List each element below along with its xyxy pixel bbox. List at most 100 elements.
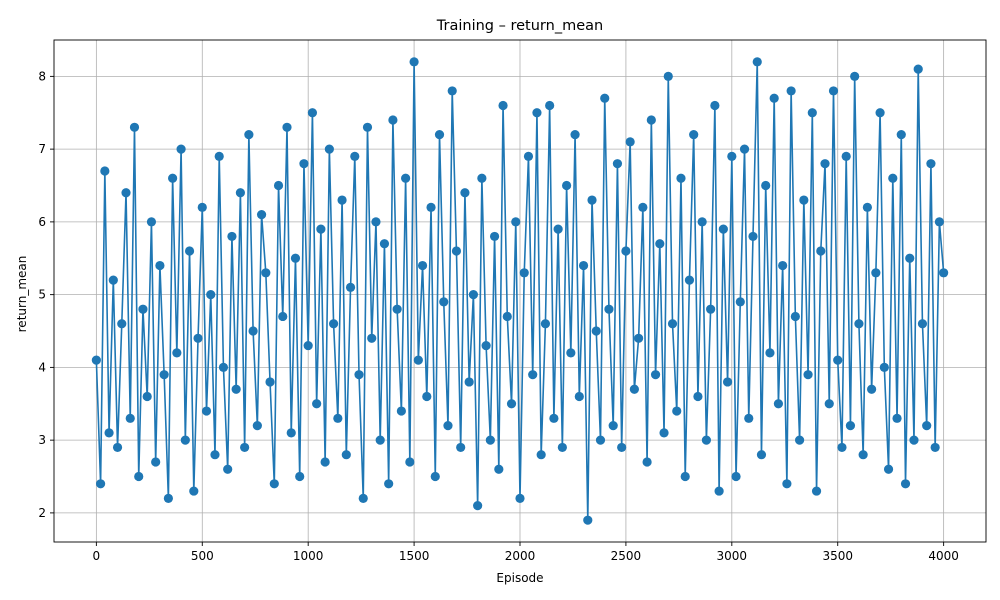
data-point	[341, 450, 351, 460]
data-point	[244, 129, 254, 140]
y-tick-label: 4	[38, 360, 46, 374]
data-point	[146, 217, 157, 227]
data-point	[409, 57, 419, 67]
data-point	[752, 57, 762, 67]
data-point	[460, 188, 470, 198]
data-point	[252, 420, 262, 431]
data-point	[896, 129, 906, 140]
data-point	[778, 260, 788, 271]
chart-title: Training – return_mean	[436, 18, 603, 34]
data-point	[545, 100, 555, 111]
data-point	[629, 384, 639, 394]
data-point	[655, 239, 665, 249]
data-point	[151, 457, 161, 467]
data-point	[375, 435, 385, 445]
data-point	[218, 362, 229, 372]
data-point	[858, 450, 868, 460]
data-point	[786, 86, 796, 96]
data-point	[803, 370, 813, 380]
data-point	[121, 188, 131, 198]
data-point	[354, 370, 364, 380]
data-point	[917, 319, 928, 329]
data-point	[566, 348, 576, 358]
x-tick-label: 2000	[505, 549, 536, 563]
data-point	[443, 420, 453, 431]
data-point	[155, 260, 165, 271]
data-point	[426, 202, 436, 212]
data-point	[371, 217, 381, 227]
data-point	[909, 435, 919, 445]
data-point	[939, 268, 949, 278]
y-tick-label: 5	[38, 288, 46, 302]
data-point	[350, 151, 360, 162]
data-point	[697, 217, 707, 227]
data-point	[464, 377, 474, 387]
data-point	[850, 71, 860, 81]
data-point	[506, 399, 517, 409]
data-point	[795, 435, 805, 445]
y-tick-label: 7	[38, 142, 46, 156]
data-point	[299, 159, 309, 169]
data-point	[735, 297, 745, 307]
data-point	[125, 413, 135, 423]
data-point	[324, 144, 334, 154]
data-point	[172, 348, 182, 358]
data-point	[197, 202, 207, 212]
data-point	[765, 348, 775, 358]
data-point	[108, 275, 118, 285]
x-tick-label: 1500	[399, 549, 430, 563]
data-point	[481, 340, 491, 351]
data-point	[739, 144, 750, 154]
data-point	[269, 479, 279, 489]
data-point	[134, 471, 144, 482]
x-tick-label: 0	[93, 549, 101, 563]
data-point	[553, 224, 563, 234]
data-point	[608, 420, 618, 431]
data-point	[422, 391, 432, 402]
data-point	[96, 479, 106, 489]
data-point	[922, 420, 932, 431]
data-point	[489, 231, 500, 242]
data-point	[329, 319, 339, 329]
data-point	[447, 86, 457, 96]
data-point	[672, 406, 682, 416]
data-point	[790, 311, 800, 322]
data-point	[498, 100, 508, 111]
y-tick-label: 6	[38, 215, 46, 229]
data-point	[727, 151, 737, 162]
data-point	[286, 428, 296, 438]
data-point	[417, 260, 428, 271]
data-point	[176, 144, 186, 154]
data-point	[91, 355, 101, 365]
data-point	[345, 282, 356, 292]
data-point	[168, 173, 178, 183]
data-point	[138, 304, 148, 314]
data-point	[578, 260, 589, 271]
data-point	[926, 159, 936, 169]
data-point	[562, 180, 572, 191]
data-point	[684, 275, 695, 285]
data-point	[337, 195, 347, 205]
data-point	[621, 246, 631, 256]
data-point	[549, 413, 559, 423]
data-point	[604, 304, 614, 314]
data-point	[867, 384, 877, 394]
data-point	[659, 428, 669, 438]
data-point	[307, 108, 318, 118]
data-point	[570, 129, 580, 140]
data-point	[879, 362, 889, 372]
data-point	[718, 224, 728, 234]
data-point	[744, 413, 754, 423]
data-point	[638, 202, 648, 212]
data-point	[468, 290, 478, 300]
x-tick-label: 1000	[293, 549, 324, 563]
data-point	[180, 435, 190, 445]
x-tick-label: 3000	[717, 549, 748, 563]
data-point	[295, 471, 305, 482]
data-point	[303, 340, 313, 351]
data-point	[617, 442, 627, 453]
data-point	[854, 319, 864, 329]
data-point	[701, 435, 712, 445]
x-tick-label: 500	[191, 549, 214, 563]
data-point	[159, 370, 169, 380]
